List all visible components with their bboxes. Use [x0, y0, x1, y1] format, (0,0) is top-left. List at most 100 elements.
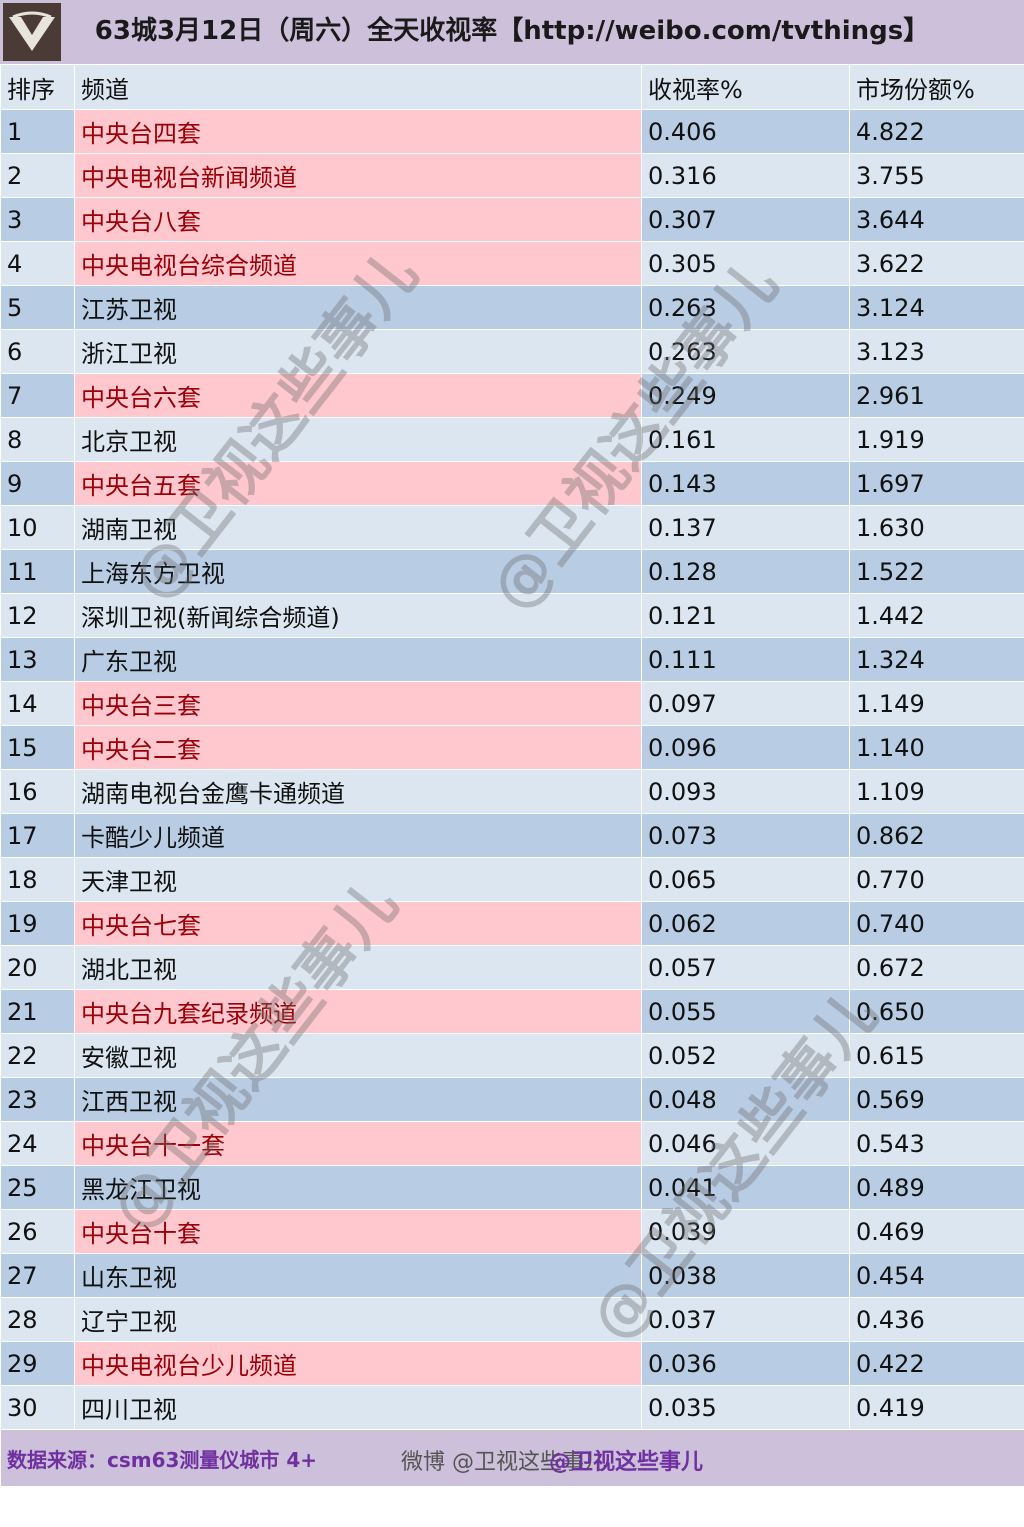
- channel-cell: 黑龙江卫视: [74, 1165, 642, 1210]
- share-cell: 0.436: [849, 1297, 1024, 1342]
- channel-cell: 北京卫视: [74, 417, 642, 462]
- channel-cell: 中央台十套: [74, 1209, 642, 1254]
- channel-cell: 中央台八套: [74, 197, 642, 242]
- rank-cell: 12: [0, 593, 75, 638]
- rank-cell: 14: [0, 681, 75, 726]
- rating-cell: 0.097: [641, 681, 850, 726]
- rank-cell: 2: [0, 153, 75, 198]
- share-cell: 0.650: [849, 989, 1024, 1034]
- rating-cell: 0.263: [641, 285, 850, 330]
- channel-cell: 山东卫视: [74, 1253, 642, 1298]
- share-cell: 0.569: [849, 1077, 1024, 1122]
- page-title: 63城3月12日（周六）全天收视率【http://weibo.com/tvthi…: [94, 16, 930, 46]
- table-row: 27 山东卫视 0.038 0.454: [0, 1253, 1024, 1298]
- rating-cell: 0.305: [641, 241, 850, 286]
- table-row: 18 天津卫视 0.065 0.770: [0, 857, 1024, 902]
- channel-cell: 湖南卫视: [74, 505, 642, 550]
- rank-cell: 4: [0, 241, 75, 286]
- rating-cell: 0.041: [641, 1165, 850, 1210]
- rating-cell: 0.046: [641, 1121, 850, 1166]
- weibo-watermark: 微博 @卫视这些事儿: [401, 1450, 606, 1475]
- column-header-share: 市场份额%: [849, 64, 1024, 110]
- rank-cell: 30: [0, 1385, 75, 1430]
- table-row: 3 中央台八套 0.307 3.644: [0, 197, 1024, 242]
- channel-cell: 中央台五套: [74, 461, 642, 506]
- rank-cell: 22: [0, 1033, 75, 1078]
- table-row: 15 中央台二套 0.096 1.140: [0, 725, 1024, 770]
- share-cell: 0.770: [849, 857, 1024, 902]
- rating-cell: 0.035: [641, 1385, 850, 1430]
- table-row: 19 中央台七套 0.062 0.740: [0, 901, 1024, 946]
- rating-cell: 0.048: [641, 1077, 850, 1122]
- share-cell: 1.149: [849, 681, 1024, 726]
- rank-cell: 28: [0, 1297, 75, 1342]
- header-bar: 63城3月12日（周六）全天收视率【http://weibo.com/tvthi…: [0, 0, 1024, 64]
- table-row: 22 安徽卫视 0.052 0.615: [0, 1033, 1024, 1078]
- rating-cell: 0.037: [641, 1297, 850, 1342]
- channel-cell: 广东卫视: [74, 637, 642, 682]
- rating-cell: 0.137: [641, 505, 850, 550]
- footer-row: 数据来源：csm63测量仪城市 4+ 微博 @卫视这些事儿 @卫视这些事儿: [0, 1429, 1024, 1487]
- rank-cell: 27: [0, 1253, 75, 1298]
- share-cell: 0.740: [849, 901, 1024, 946]
- table-row: 4 中央电视台综合频道 0.305 3.622: [0, 241, 1024, 286]
- table-row: 21 中央台九套纪录频道 0.055 0.650: [0, 989, 1024, 1034]
- footer-handle: @卫视这些事儿: [549, 1450, 704, 1475]
- share-cell: 1.697: [849, 461, 1024, 506]
- data-source-text: 数据来源：csm63测量仪城市 4+: [7, 1447, 318, 1472]
- channel-cell: 中央电视台综合频道: [74, 241, 642, 286]
- rating-cell: 0.055: [641, 989, 850, 1034]
- rating-cell: 0.052: [641, 1033, 850, 1078]
- channel-cell: 中央台三套: [74, 681, 642, 726]
- share-cell: 0.489: [849, 1165, 1024, 1210]
- rank-cell: 9: [0, 461, 75, 506]
- rank-cell: 8: [0, 417, 75, 462]
- share-cell: 0.454: [849, 1253, 1024, 1298]
- table-row: 5 江苏卫视 0.263 3.124: [0, 285, 1024, 330]
- share-cell: 0.672: [849, 945, 1024, 990]
- table-row: 11 上海东方卫视 0.128 1.522: [0, 549, 1024, 594]
- channel-cell: 上海东方卫视: [74, 549, 642, 594]
- table-row: 25 黑龙江卫视 0.041 0.489: [0, 1165, 1024, 1210]
- channel-cell: 卡酷少儿频道: [74, 813, 642, 858]
- column-header-rating: 收视率%: [641, 64, 850, 110]
- share-cell: 3.755: [849, 153, 1024, 198]
- rank-cell: 11: [0, 549, 75, 594]
- share-cell: 1.522: [849, 549, 1024, 594]
- ratings-table: 排序 频道 收视率% 市场份额% 1 中央台四套 0.406 4.822 2 中央电视台新…: [0, 64, 1024, 1487]
- rank-cell: 13: [0, 637, 75, 682]
- table-row: 20 湖北卫视 0.057 0.672: [0, 945, 1024, 990]
- rank-cell: 19: [0, 901, 75, 946]
- table-row: 7 中央台六套 0.249 2.961: [0, 373, 1024, 418]
- share-cell: 3.644: [849, 197, 1024, 242]
- table-row: 14 中央台三套 0.097 1.149: [0, 681, 1024, 726]
- rank-cell: 26: [0, 1209, 75, 1254]
- column-header-channel: 频道: [74, 64, 642, 110]
- channel-cell: 中央电视台新闻频道: [74, 153, 642, 198]
- channel-cell: 辽宁卫视: [74, 1297, 642, 1342]
- channel-cell: 浙江卫视: [74, 329, 642, 374]
- share-cell: 3.622: [849, 241, 1024, 286]
- rating-cell: 0.111: [641, 637, 850, 682]
- channel-cell: 安徽卫视: [74, 1033, 642, 1078]
- rank-cell: 1: [0, 109, 75, 154]
- channel-cell: 中央台二套: [74, 725, 642, 770]
- share-cell: 1.324: [849, 637, 1024, 682]
- rating-cell: 0.249: [641, 373, 850, 418]
- rating-cell: 0.062: [641, 901, 850, 946]
- rating-cell: 0.065: [641, 857, 850, 902]
- share-cell: 1.140: [849, 725, 1024, 770]
- rank-cell: 25: [0, 1165, 75, 1210]
- rank-cell: 21: [0, 989, 75, 1034]
- rating-cell: 0.143: [641, 461, 850, 506]
- rank-cell: 17: [0, 813, 75, 858]
- column-header-rank: 排序: [0, 64, 75, 110]
- table-row: 17 卡酷少儿频道 0.073 0.862: [0, 813, 1024, 858]
- channel-cell: 中央台九套纪录频道: [74, 989, 642, 1034]
- table-row: 23 江西卫视 0.048 0.569: [0, 1077, 1024, 1122]
- rating-cell: 0.036: [641, 1341, 850, 1386]
- rating-cell: 0.128: [641, 549, 850, 594]
- share-cell: 0.419: [849, 1385, 1024, 1430]
- rating-cell: 0.057: [641, 945, 850, 990]
- channel-cell: 四川卫视: [74, 1385, 642, 1430]
